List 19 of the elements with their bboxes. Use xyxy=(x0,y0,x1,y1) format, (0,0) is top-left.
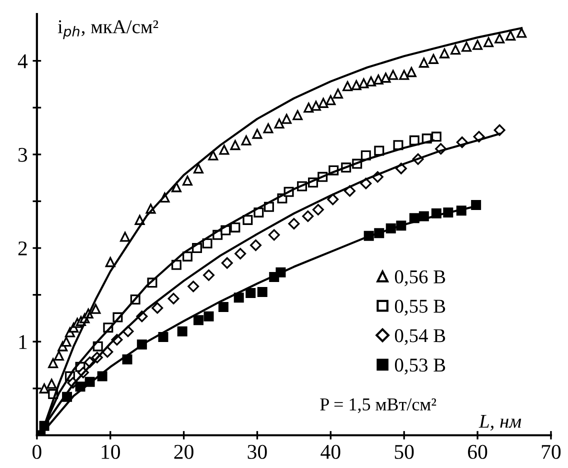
x-axis-title: L, нм xyxy=(478,414,522,431)
x-tick-label: 20 xyxy=(174,444,194,459)
x-tick-label: 30 xyxy=(248,444,267,459)
x-tick-label: 60 xyxy=(468,444,488,459)
x-tick-label: 70 xyxy=(542,444,561,459)
x-tick-label: 10 xyxy=(102,444,120,459)
annotation: P = 1,5 мВт/см² xyxy=(320,398,436,414)
y-tick-label: 2 xyxy=(18,241,27,256)
x-tick-label: 40 xyxy=(320,444,340,459)
legend-label: 0,53 В xyxy=(394,358,446,374)
legend-label: 0,55 В xyxy=(394,300,446,316)
y-tick-label: 1 xyxy=(19,335,27,349)
y-tick-label: 4 xyxy=(18,54,28,68)
y-axis-title: i$_{ph}$, мкА/см² xyxy=(58,20,158,40)
x-tick-label: 50 xyxy=(394,444,414,459)
legend-label: 0,56 В xyxy=(394,270,446,286)
y-tick-label: 3 xyxy=(18,148,28,162)
legend-label: 0,54 В xyxy=(394,329,446,346)
x-tick-label: 0 xyxy=(32,444,42,459)
